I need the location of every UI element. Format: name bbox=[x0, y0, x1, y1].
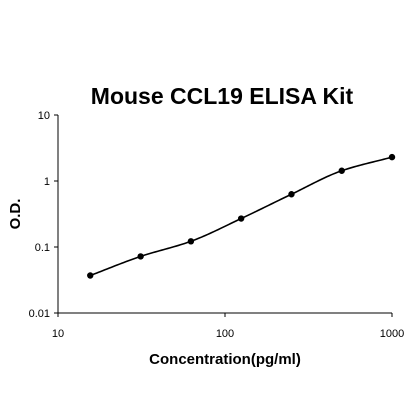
y-axis-label: O.D. bbox=[7, 199, 24, 230]
y-tick-label: 0.1 bbox=[35, 242, 50, 254]
chart-title: Mouse CCL19 ELISA Kit bbox=[91, 83, 354, 109]
y-tick-label: 10 bbox=[38, 110, 50, 122]
x-tick-label: 10 bbox=[52, 328, 64, 340]
data-point bbox=[388, 153, 396, 161]
data-point bbox=[137, 253, 144, 260]
axis-ticks bbox=[54, 114, 393, 317]
x-tick-label: 1000 bbox=[380, 328, 404, 340]
x-axis-label: Concentration(pg/ml) bbox=[149, 351, 301, 368]
plot-area bbox=[57, 115, 392, 314]
data-point bbox=[288, 191, 295, 198]
x-tick-label: 100 bbox=[216, 328, 234, 340]
y-tick-label: 1 bbox=[44, 176, 50, 188]
data-point bbox=[237, 215, 245, 222]
data-points bbox=[87, 153, 396, 279]
data-point bbox=[338, 167, 345, 174]
data-point bbox=[87, 272, 94, 279]
y-tick-label: 0.01 bbox=[29, 308, 50, 320]
data-point bbox=[187, 238, 195, 245]
